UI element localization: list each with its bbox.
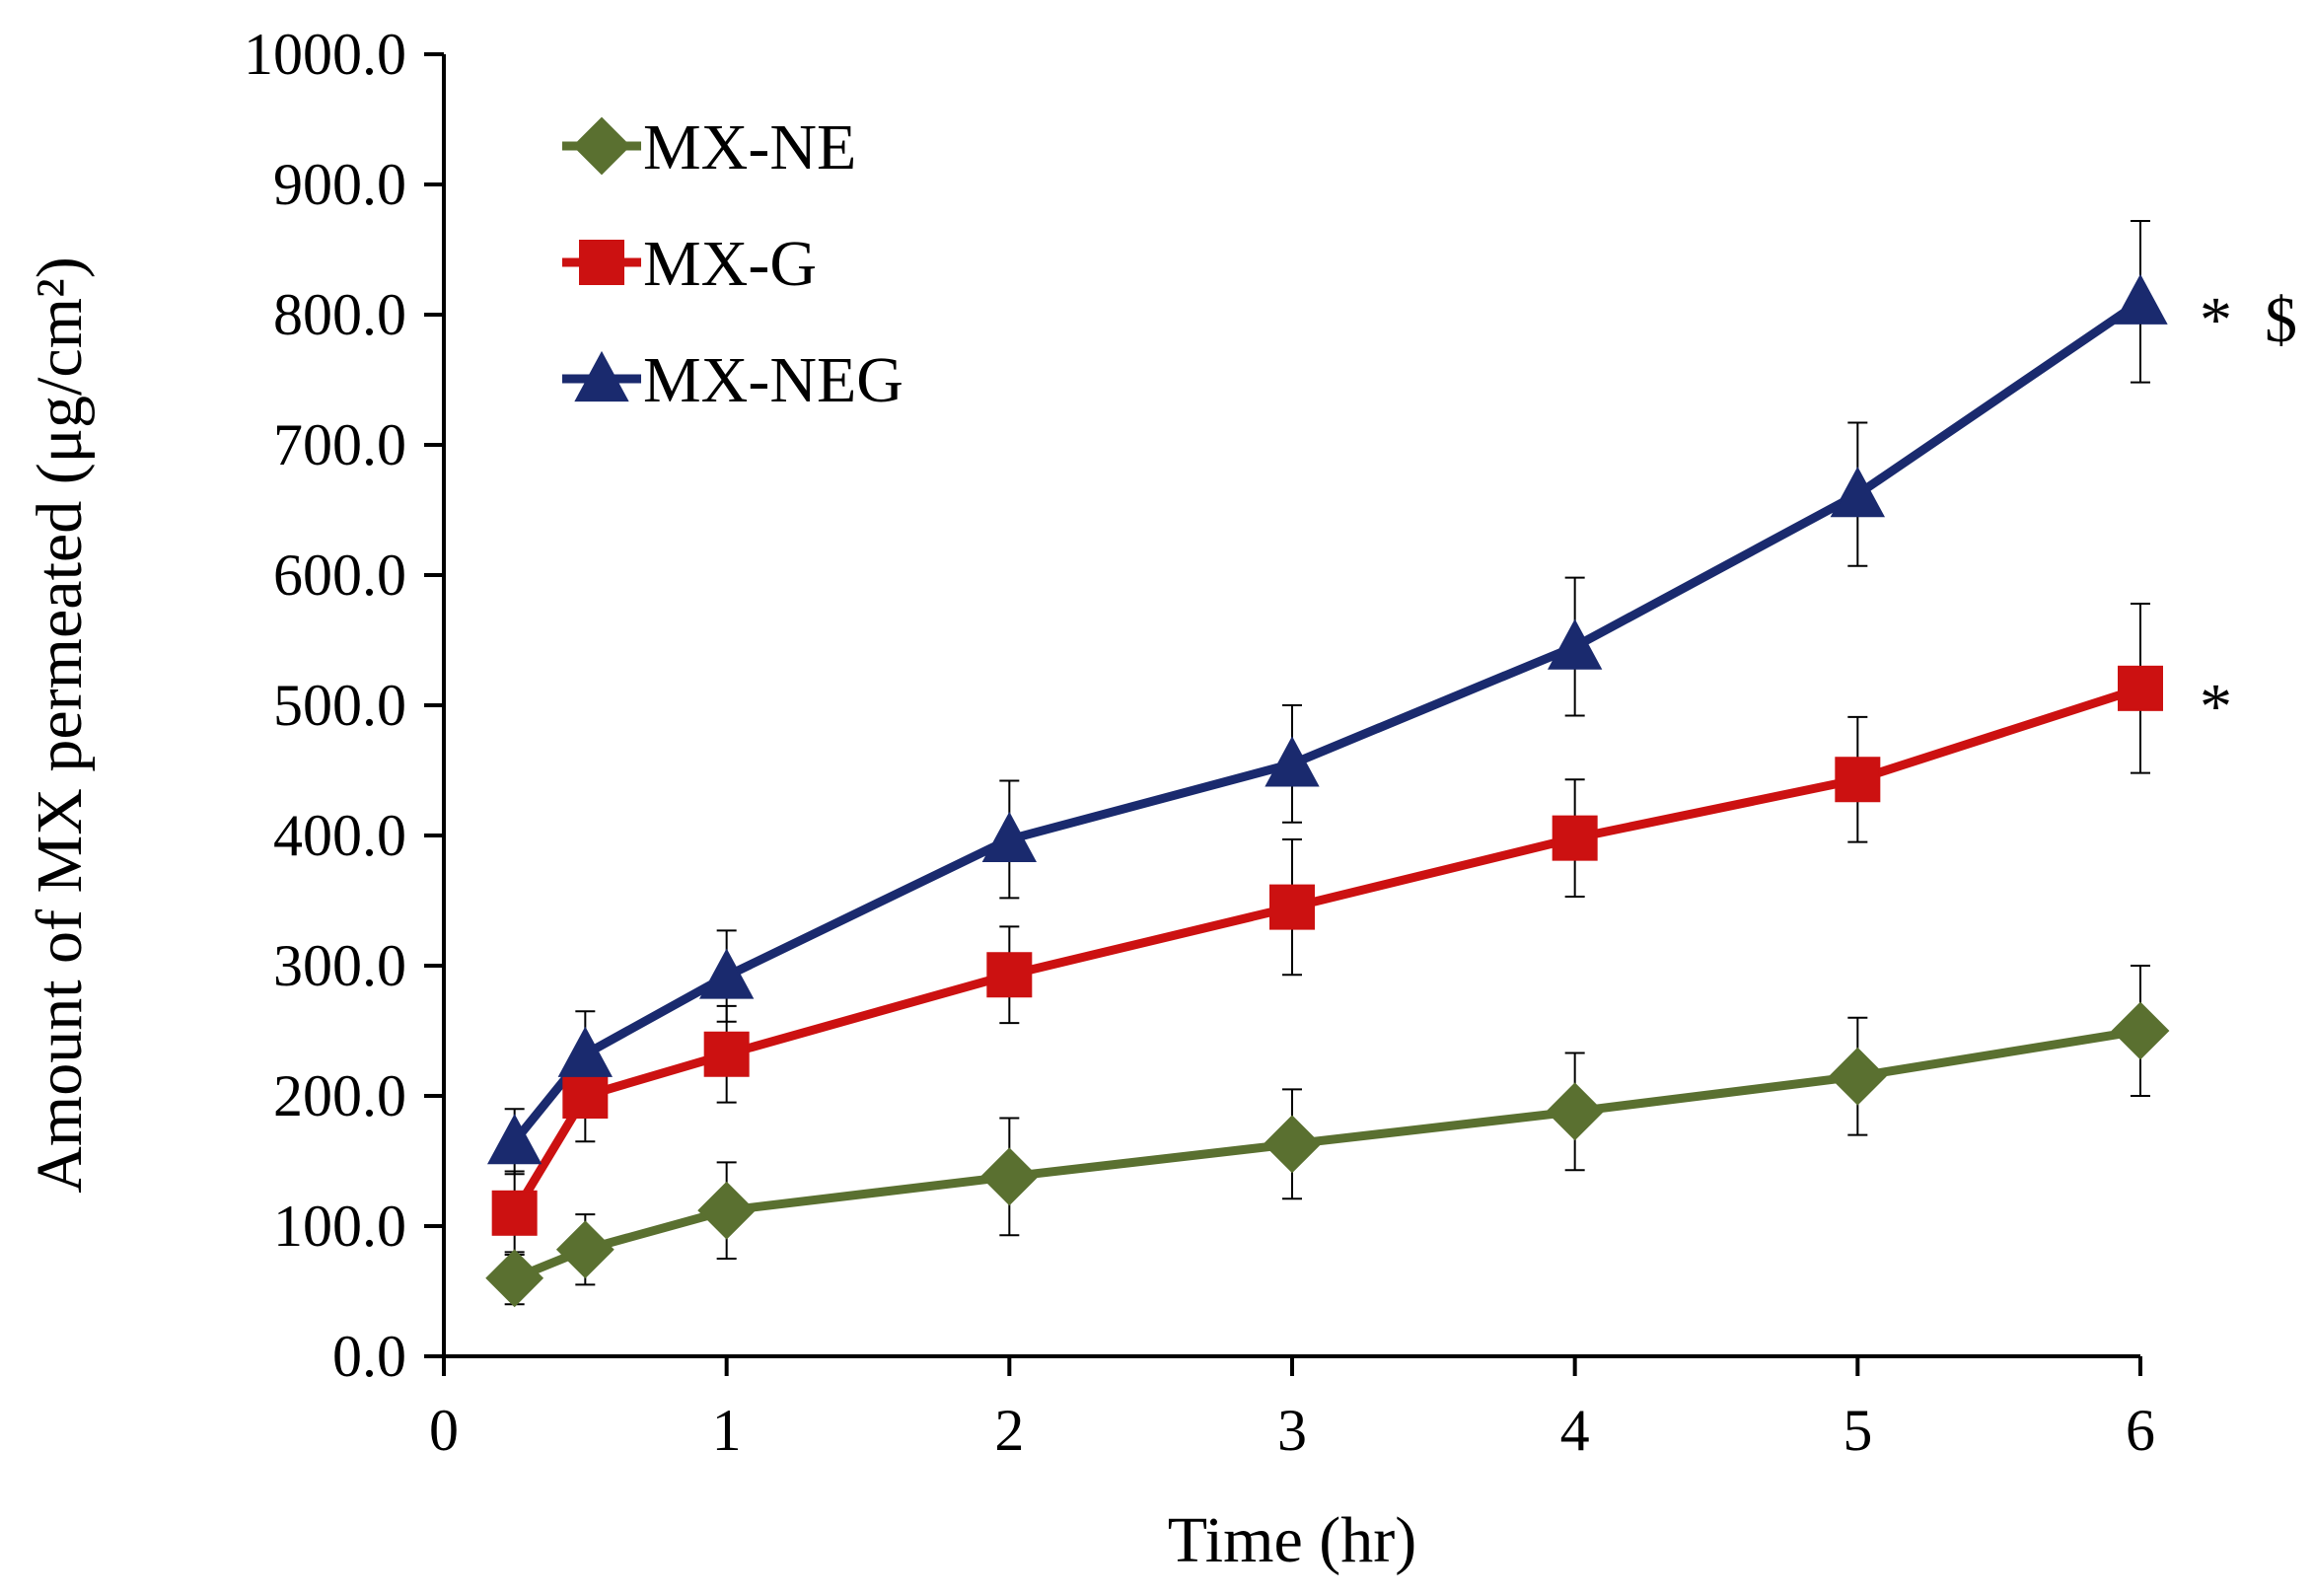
legend: MX-NE MX-G MX-NEG (562, 111, 904, 416)
y-tick-label: 600.0 (273, 543, 406, 608)
legend-marker-mx-g (579, 240, 624, 285)
x-axis-title: Time (hr) (1168, 1504, 1416, 1576)
data-point-mx-ne (2111, 1001, 2170, 1060)
x-tick-label: 2 (994, 1398, 1024, 1463)
y-tick-label: 500.0 (273, 673, 406, 738)
data-point-mx-g (986, 952, 1033, 998)
y-axis-title: Amount of MX permeated (μg/cm²) (24, 256, 96, 1194)
data-point-mx-g (2118, 665, 2163, 711)
data-point-mx-g (1835, 757, 1881, 803)
data-point-mx-ne (697, 1181, 757, 1240)
data-point-mx-neg (1547, 618, 1603, 670)
data-point-mx-g (562, 1073, 609, 1119)
data-point-mx-neg (981, 811, 1038, 863)
significance-annotation: * (2200, 671, 2232, 743)
data-point-mx-ne (555, 1220, 614, 1279)
y-tick-label: 1000.0 (244, 22, 406, 87)
series-line-mx-g (510, 684, 2142, 1216)
data-point-mx-ne (1546, 1082, 1605, 1141)
x-tick-label: 4 (1560, 1398, 1590, 1463)
data-point-mx-ne (1263, 1115, 1322, 1174)
annotations: * $ * (2200, 284, 2297, 743)
legend-label-mx-ne: MX-NE (643, 111, 856, 183)
significance-annotation: * $ (2200, 284, 2297, 356)
data-point-mx-neg (486, 1114, 542, 1165)
x-tick-label: 6 (2126, 1398, 2155, 1463)
data-point-mx-neg (557, 1026, 614, 1077)
data-point-mx-ne (1828, 1047, 1887, 1106)
y-tick-label: 400.0 (273, 803, 406, 868)
series-line-mx-ne (512, 1026, 2141, 1282)
x-tick-label: 1 (712, 1398, 742, 1463)
y-tick-label: 0.0 (332, 1324, 406, 1389)
data-point-mx-neg (698, 948, 755, 999)
legend-marker-mx-ne (572, 116, 631, 176)
x-axis-ticks: 0 1 2 3 4 5 6 (429, 1356, 2155, 1463)
data-point-mx-g (491, 1190, 538, 1236)
legend-label-mx-g: MX-G (643, 228, 817, 300)
y-axis-ticks: 0.0 100.0 200.0 300.0 400.0 500.0 600.0 700.0 80… (244, 22, 444, 1389)
series-markers (485, 273, 2170, 1308)
data-point-mx-ne (979, 1147, 1039, 1206)
series-line-mx-neg (511, 298, 2143, 1145)
y-tick-label: 300.0 (273, 933, 406, 998)
data-point-mx-ne (485, 1249, 544, 1308)
y-tick-label: 200.0 (273, 1063, 406, 1128)
legend-marker-mx-neg (574, 350, 629, 402)
data-point-mx-neg (1265, 736, 1320, 787)
data-point-mx-g (1552, 815, 1598, 861)
data-point-mx-neg (2113, 273, 2168, 325)
x-tick-label: 5 (1843, 1398, 1872, 1463)
data-point-mx-neg (1830, 467, 1886, 518)
legend-label-mx-neg: MX-NEG (643, 344, 904, 416)
series-lines (510, 298, 2143, 1282)
x-tick-label: 0 (429, 1398, 459, 1463)
y-tick-label: 800.0 (273, 282, 406, 347)
x-tick-label: 3 (1277, 1398, 1307, 1463)
data-point-mx-g (703, 1031, 750, 1077)
y-tick-label: 700.0 (273, 412, 406, 477)
y-tick-label: 900.0 (273, 152, 406, 217)
y-tick-label: 100.0 (273, 1194, 406, 1259)
data-point-mx-g (1269, 884, 1315, 930)
